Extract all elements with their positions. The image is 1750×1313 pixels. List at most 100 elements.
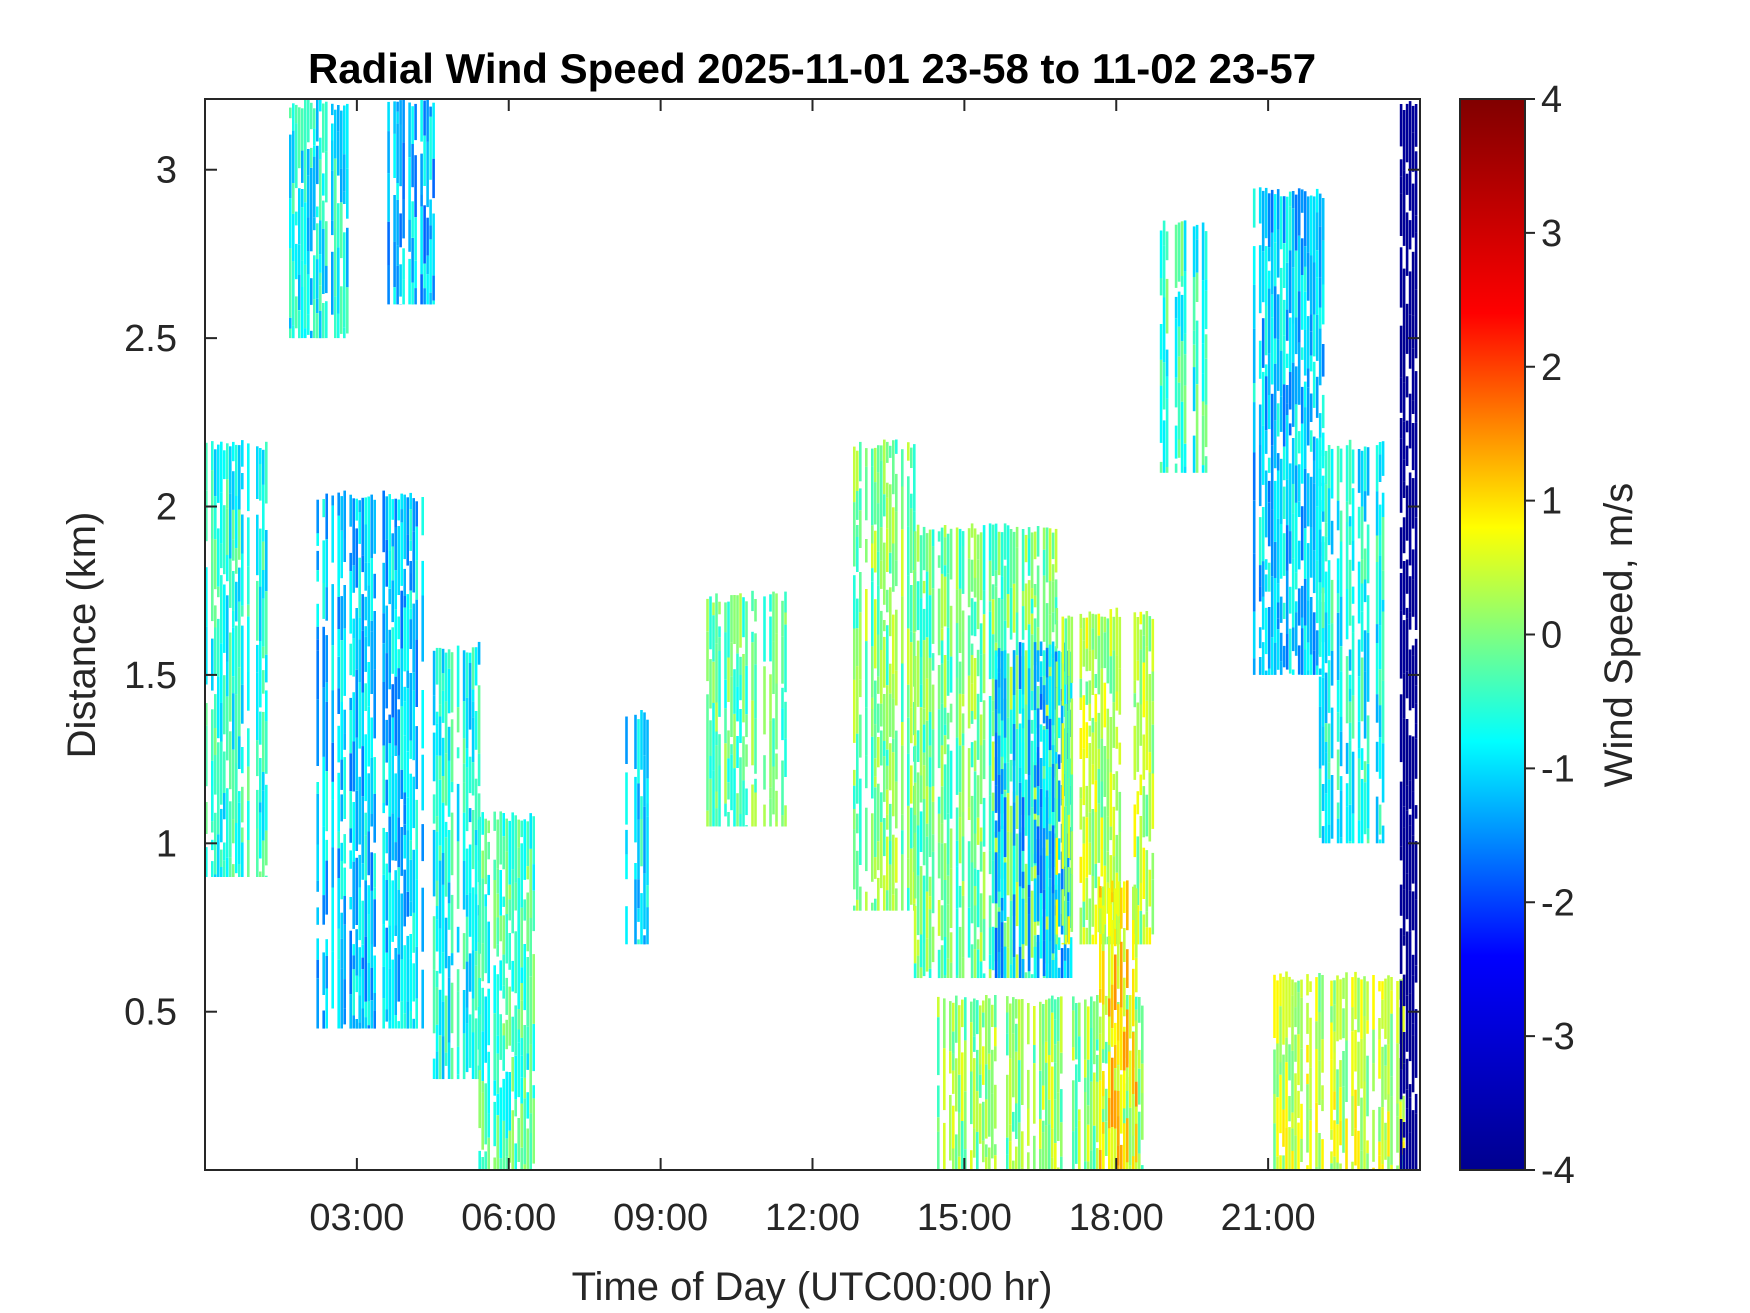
- heatmap-cell: [1315, 1049, 1318, 1079]
- heatmap-cell: [346, 227, 349, 288]
- heatmap-cell: [1039, 788, 1043, 808]
- heatmap-cell: [340, 938, 343, 969]
- heatmap-cell: [709, 659, 712, 709]
- heatmap-cell: [1091, 876, 1095, 927]
- heatmap-cell: [982, 1140, 985, 1163]
- heatmap-cell: [1177, 326, 1181, 357]
- heatmap-cell: [229, 699, 232, 722]
- heatmap-cell: [355, 608, 358, 670]
- heatmap-cell: [1408, 1112, 1412, 1133]
- heatmap-cell: [337, 515, 340, 586]
- heatmap-cell: [316, 978, 319, 1029]
- heatmap-cell: [1102, 1133, 1105, 1170]
- heatmap-cell: [1009, 1124, 1012, 1142]
- heatmap-cell: [967, 528, 971, 559]
- heatmap-cell: [465, 748, 469, 768]
- heatmap-cell: [385, 880, 388, 921]
- heatmap-cell: [1057, 754, 1061, 769]
- heatmap-cell: [973, 833, 977, 869]
- heatmap-cell: [505, 1071, 508, 1139]
- heatmap-cell: [1141, 1063, 1144, 1093]
- heatmap-cell: [706, 757, 709, 811]
- heatmap-cell: [1276, 1097, 1279, 1132]
- heatmap-cell: [925, 823, 929, 837]
- heatmap-cell: [1408, 101, 1412, 160]
- heatmap-cell: [393, 287, 396, 305]
- heatmap-cell: [1414, 475, 1418, 518]
- heatmap-cell: [214, 627, 217, 675]
- heatmap-cell: [1064, 771, 1068, 807]
- heatmap-cell: [991, 926, 995, 971]
- heatmap-cell: [226, 508, 229, 555]
- heatmap-cell: [1012, 1160, 1015, 1170]
- heatmap-cell: [358, 887, 361, 941]
- heatmap-cell: [913, 815, 917, 833]
- heatmap-cell: [325, 939, 328, 956]
- heatmap-cell: [529, 1113, 532, 1133]
- heatmap-cell: [514, 1143, 517, 1170]
- heatmap-cell: [1135, 888, 1138, 958]
- heatmap-cell: [853, 785, 856, 809]
- heatmap-cell: [1306, 1073, 1309, 1085]
- heatmap-cell: [1378, 981, 1381, 992]
- heatmap-cell: [373, 853, 376, 888]
- heatmap-cell: [1195, 272, 1199, 302]
- heatmap-cell: [1051, 1157, 1054, 1170]
- heatmap-cell: [886, 890, 889, 911]
- heatmap-cell: [1285, 634, 1289, 670]
- heatmap-cell: [943, 707, 947, 725]
- heatmap-cell: [441, 853, 445, 885]
- heatmap-cell: [1106, 816, 1110, 852]
- heatmap-cell: [1064, 867, 1068, 935]
- heatmap-cell: [1360, 979, 1363, 1039]
- heatmap-cell: [465, 1058, 469, 1073]
- heatmap-cell: [316, 650, 319, 700]
- heatmap-cell: [481, 812, 484, 835]
- heatmap-cell: [1414, 723, 1418, 739]
- heatmap-cell: [1000, 922, 1004, 948]
- heatmap-cell: [994, 586, 998, 643]
- heatmap-cell: [1300, 189, 1304, 213]
- heatmap-cell: [949, 750, 953, 819]
- heatmap-cell: [1036, 934, 1040, 978]
- heatmap-cell: [961, 1052, 964, 1121]
- heatmap-cell: [505, 851, 508, 914]
- heatmap-cell: [1282, 1109, 1285, 1147]
- heatmap-cell: [1009, 759, 1013, 782]
- heatmap-cell: [946, 660, 950, 696]
- heatmap-cell: [502, 954, 505, 986]
- heatmap-cell: [238, 864, 241, 877]
- heatmap-cell: [970, 1071, 973, 1125]
- heatmap-cell: [1085, 877, 1089, 920]
- heatmap-cell: [1264, 305, 1268, 356]
- heatmap-cell: [1405, 376, 1409, 398]
- heatmap-cell: [337, 959, 340, 1029]
- heatmap-cell: [396, 111, 399, 124]
- heatmap-cell: [874, 758, 877, 777]
- heatmap-cell: [1108, 1098, 1111, 1129]
- heatmap-cell: [316, 907, 319, 925]
- heatmap-cell: [937, 709, 941, 769]
- heatmap-cell: [976, 649, 980, 677]
- heatmap-cell: [1117, 1145, 1120, 1166]
- heatmap-cell: [1204, 404, 1208, 448]
- heatmap-cell: [895, 473, 898, 512]
- heatmap-cell: [1045, 603, 1049, 669]
- heatmap-cell: [385, 653, 388, 709]
- heatmap-cell: [973, 1058, 976, 1129]
- heatmap-cell: [1045, 1041, 1048, 1063]
- heatmap-cell: [1036, 627, 1040, 662]
- heatmap-cell: [402, 248, 405, 280]
- heatmap-cell: [1132, 1094, 1135, 1136]
- heatmap-cell: [361, 796, 364, 864]
- heatmap-cell: [238, 445, 241, 510]
- heatmap-cell: [394, 773, 397, 843]
- heatmap-cell: [1079, 787, 1083, 799]
- heatmap-cell: [1348, 439, 1352, 505]
- heatmap-cell: [1045, 1062, 1048, 1126]
- heatmap-cell: [1129, 1050, 1132, 1108]
- heatmap-cell: [259, 711, 262, 745]
- heatmap-cell: [1180, 341, 1184, 402]
- heatmap-cell: [856, 537, 859, 572]
- heatmap-cell: [1372, 1167, 1375, 1170]
